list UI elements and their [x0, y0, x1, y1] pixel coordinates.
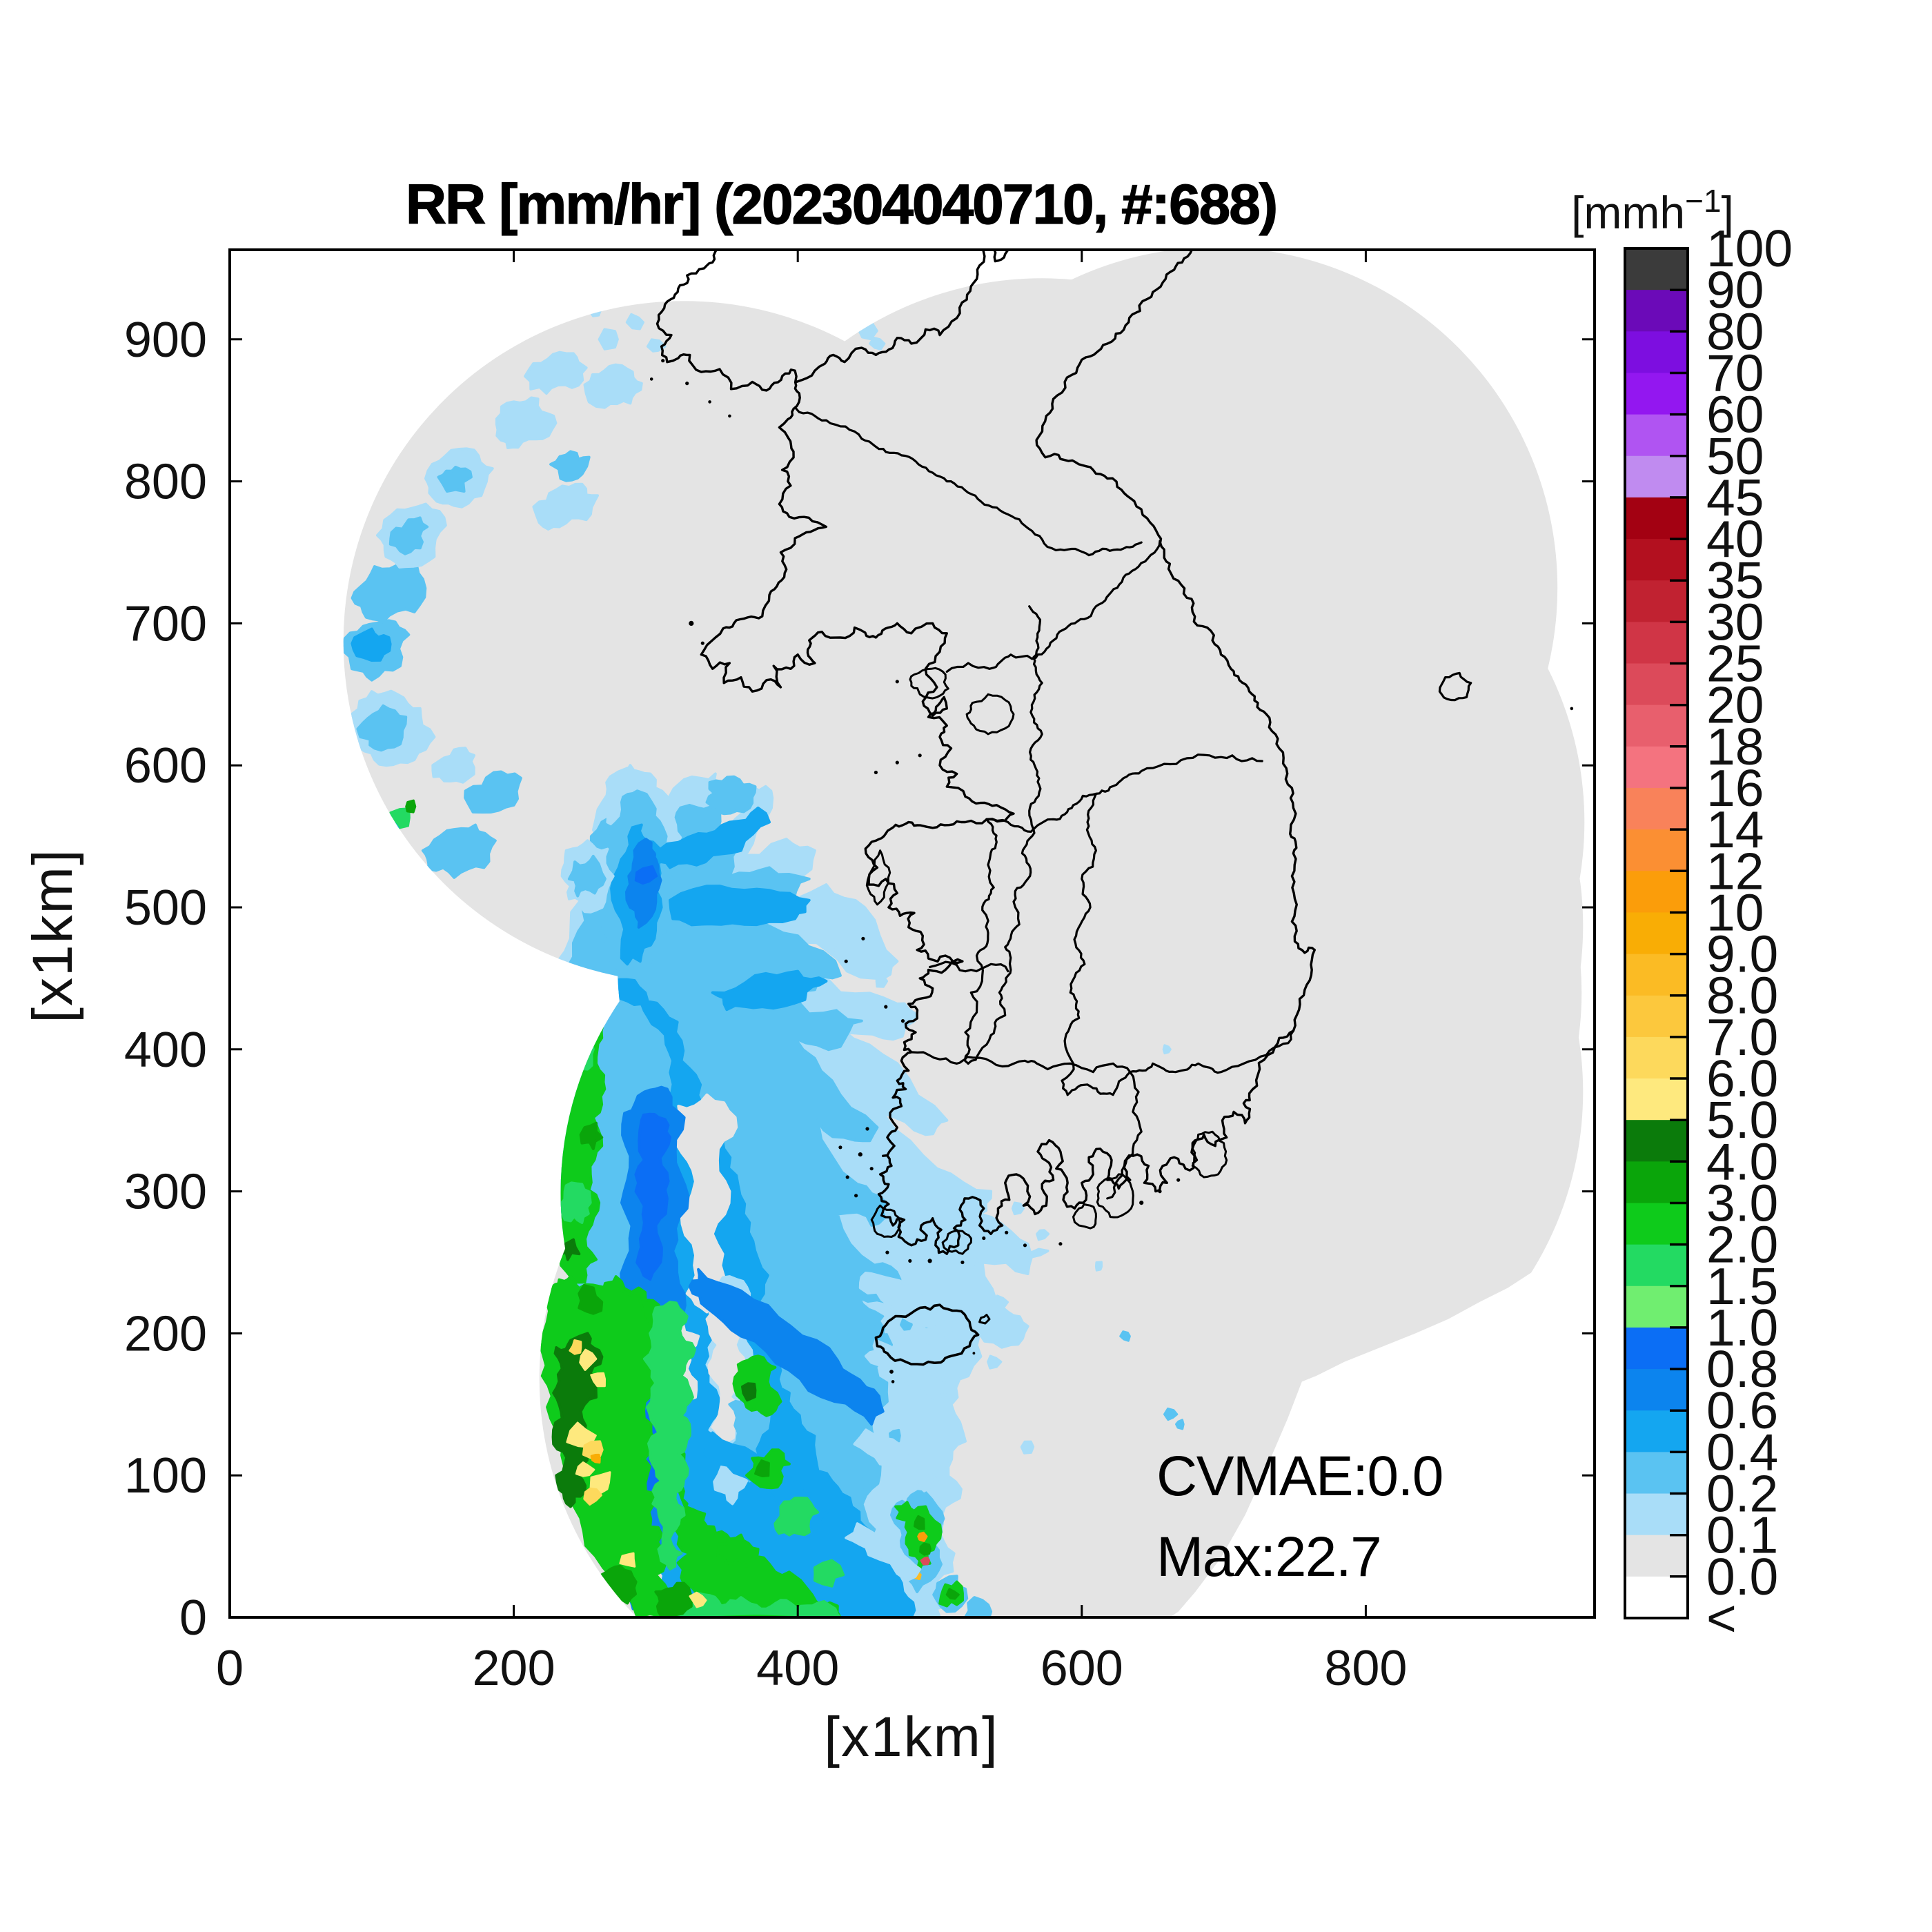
svg-text:400: 400: [756, 1641, 839, 1696]
svg-text:300: 300: [124, 1165, 207, 1220]
svg-text:RR [mm/hr] (202304040710, #:68: RR [mm/hr] (202304040710, #:688): [406, 173, 1276, 236]
svg-text:0.4: 0.4: [1706, 1423, 1778, 1481]
svg-text:0.0: 0.0: [1706, 1548, 1778, 1606]
svg-text:40: 40: [1706, 510, 1764, 568]
svg-text:900: 900: [124, 313, 207, 368]
svg-text:0.8: 0.8: [1706, 1340, 1778, 1398]
svg-text:5.0: 5.0: [1706, 1091, 1778, 1149]
svg-text:600: 600: [1041, 1641, 1123, 1696]
svg-text:800: 800: [124, 455, 207, 510]
svg-text:0: 0: [216, 1641, 244, 1696]
svg-text:60: 60: [1706, 386, 1764, 444]
svg-text:[x1km]: [x1km]: [824, 1706, 998, 1768]
svg-text:10: 10: [1706, 883, 1764, 941]
svg-text:1.0: 1.0: [1706, 1299, 1778, 1357]
svg-text:8.0: 8.0: [1706, 967, 1778, 1025]
svg-text:4.0: 4.0: [1706, 1132, 1778, 1190]
svg-text:16: 16: [1706, 759, 1764, 817]
svg-text:50: 50: [1706, 427, 1764, 485]
svg-text:30: 30: [1706, 593, 1764, 651]
svg-text:800: 800: [1324, 1641, 1407, 1696]
svg-text:25: 25: [1706, 635, 1764, 693]
svg-text:6.0: 6.0: [1706, 1049, 1778, 1107]
svg-text:0.2: 0.2: [1706, 1465, 1778, 1523]
svg-text:200: 200: [124, 1306, 207, 1361]
svg-text:90: 90: [1706, 261, 1764, 319]
svg-text:14: 14: [1706, 800, 1764, 858]
svg-text:12: 12: [1706, 842, 1764, 900]
svg-text:70: 70: [1706, 344, 1764, 402]
svg-text:0.1: 0.1: [1706, 1506, 1778, 1564]
svg-text:700: 700: [124, 596, 207, 651]
svg-text:9.0: 9.0: [1706, 925, 1778, 983]
svg-text:80: 80: [1706, 302, 1764, 360]
svg-text:7.0: 7.0: [1706, 1008, 1778, 1066]
svg-text:100: 100: [1706, 219, 1793, 277]
svg-text:500: 500: [124, 880, 207, 936]
svg-text:Max:22.7: Max:22.7: [1156, 1526, 1381, 1588]
svg-text:[x1km]: [x1km]: [21, 848, 84, 1023]
svg-text:600: 600: [124, 738, 207, 793]
svg-text:2.0: 2.0: [1706, 1216, 1778, 1274]
svg-text:3.0: 3.0: [1706, 1174, 1778, 1232]
svg-text:0.6: 0.6: [1706, 1381, 1778, 1439]
svg-text:200: 200: [473, 1641, 555, 1696]
svg-text:400: 400: [124, 1023, 207, 1078]
svg-text:45: 45: [1706, 469, 1764, 526]
svg-text:35: 35: [1706, 551, 1764, 609]
svg-text:0: 0: [179, 1590, 207, 1646]
svg-text:20: 20: [1706, 676, 1764, 734]
svg-text:18: 18: [1706, 718, 1764, 776]
svg-text:<: <: [1706, 1589, 1737, 1647]
svg-text:CVMAE:0.0: CVMAE:0.0: [1156, 1445, 1443, 1508]
svg-text:1.5: 1.5: [1706, 1257, 1778, 1315]
svg-text:100: 100: [124, 1448, 207, 1504]
